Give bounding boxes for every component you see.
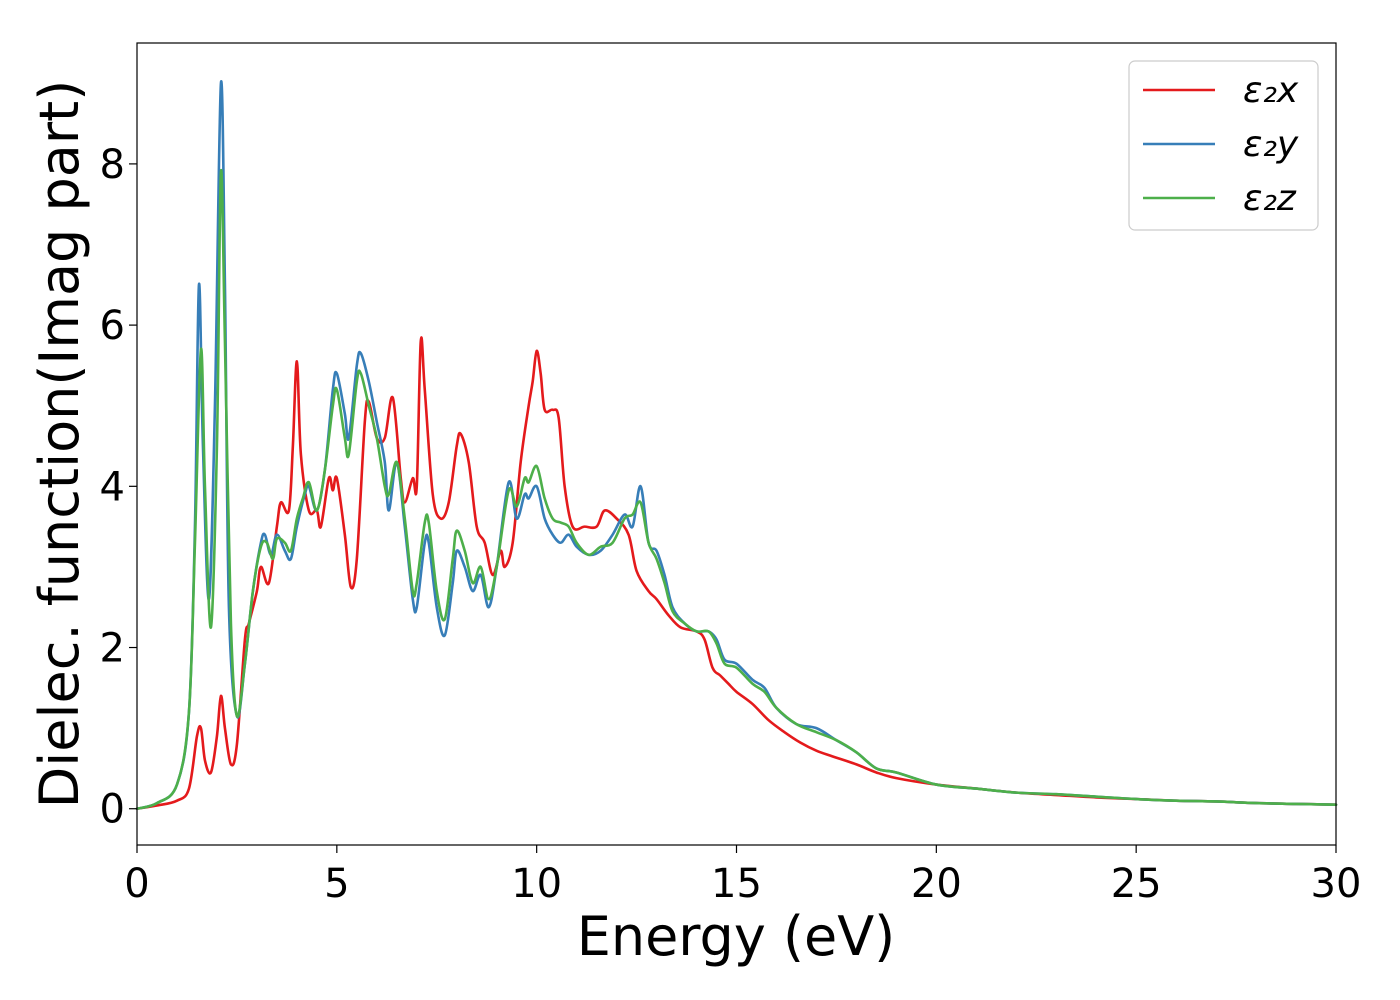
y-axis-title: Dielec. function(Imag part) — [28, 80, 91, 809]
y-tick-label: 4 — [100, 464, 125, 510]
y-tick-label: 0 — [100, 787, 125, 833]
y-tick-label: 6 — [100, 303, 125, 349]
y-tick-label: 2 — [100, 626, 125, 672]
y-tick-label: 8 — [100, 142, 125, 188]
x-tick-label: 10 — [511, 861, 562, 907]
legend: ε₂x ε₂y ε₂z — [1128, 60, 1319, 231]
x-axis-ticks: 0 5 10 15 20 25 30 — [124, 845, 1361, 907]
x-axis-title: Energy (eV) — [577, 905, 896, 968]
x-tick-label: 20 — [911, 861, 962, 907]
x-tick-label: 0 — [124, 861, 149, 907]
x-tick-label: 30 — [1311, 861, 1362, 907]
series-line-0 — [135, 336, 1338, 811]
legend-label-1: ε₂y — [1243, 124, 1299, 165]
legend-box — [1128, 60, 1319, 231]
legend-label-2: ε₂z — [1243, 178, 1297, 219]
legend-label-0: ε₂x — [1243, 70, 1299, 111]
x-tick-label: 15 — [711, 861, 762, 907]
series-lines — [135, 79, 1338, 811]
x-tick-label: 25 — [1111, 861, 1162, 907]
series-line-2 — [135, 168, 1338, 811]
y-axis-ticks: 0 2 4 6 8 — [100, 142, 137, 833]
x-tick-label: 5 — [324, 861, 349, 907]
